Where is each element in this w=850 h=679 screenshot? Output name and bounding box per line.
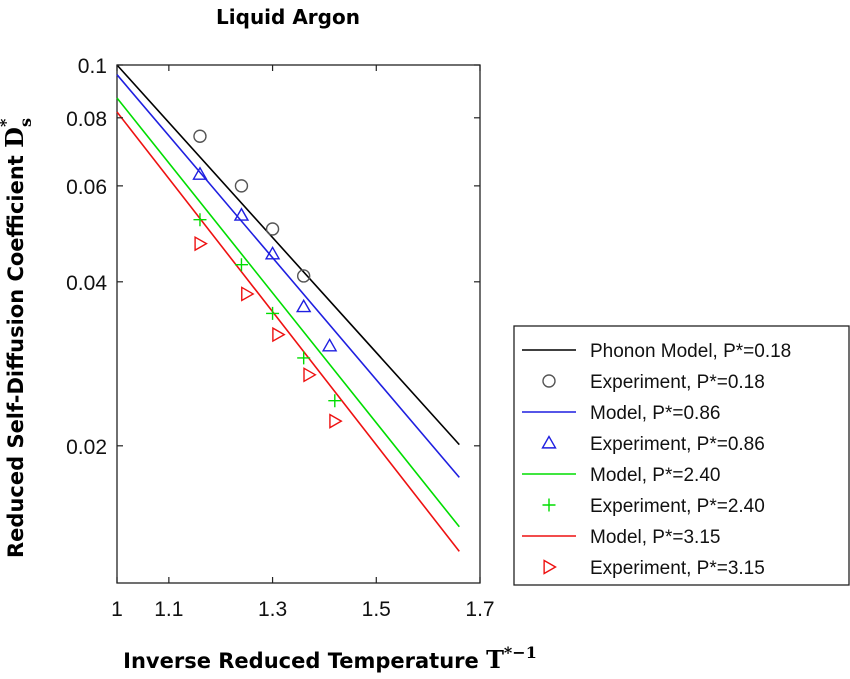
x-tick-label: 1.5 [362, 598, 391, 621]
x-tick-label: 1.3 [258, 598, 287, 621]
legend-entry-label: Phonon Model, P*=0.18 [590, 341, 791, 362]
data-point-1 [265, 222, 280, 236]
x-axis-label: Inverse Reduced Temperature T*−1 [123, 643, 537, 674]
data-point-5 [193, 213, 207, 227]
legend: Phonon Model, P*=0.18 Experiment, P*=0.18… [513, 325, 850, 586]
x-axis-symbol: T [486, 645, 504, 674]
data-point-5 [297, 351, 311, 365]
y-axis-label-text: Reduced Self-Diffusion Coefficient [4, 155, 28, 558]
series-line-2 [116, 74, 460, 478]
y-axis-subscript: s [16, 118, 35, 127]
legend-marker-swatch [542, 374, 556, 388]
data-point-5 [328, 394, 342, 408]
data-point-3 [264, 246, 281, 260]
y-tick-label: 0.1 [78, 55, 107, 78]
legend-marker-swatch [543, 559, 557, 575]
data-point-1 [193, 129, 207, 143]
data-point-5 [266, 306, 280, 320]
y-tick-label: 0.04 [66, 272, 107, 295]
series-lines [116, 64, 460, 552]
data-point-3 [192, 166, 208, 180]
plot-frame [116, 64, 481, 584]
x-tick-label: 1.1 [154, 598, 183, 621]
y-tick-label: 0.06 [66, 176, 107, 199]
legend-entry-label: Experiment, P*=3.15 [590, 558, 765, 579]
data-point-7 [194, 235, 208, 252]
y-axis-symbol: D [0, 127, 29, 148]
data-point-7 [329, 413, 343, 429]
data-point-7 [241, 286, 255, 302]
data-point-3 [295, 298, 312, 313]
x-tick-label: 1 [111, 598, 123, 621]
y-axis-superscript: * [0, 118, 15, 127]
series-line-6 [116, 111, 460, 552]
data-point-7 [303, 367, 317, 383]
legend-marker-swatch [541, 435, 557, 449]
y-tick-label: 0.02 [66, 436, 107, 459]
series-markers [192, 129, 343, 429]
x-axis-label-text: Inverse Reduced Temperature [123, 649, 479, 673]
legend-entry-label: Experiment, P*=2.40 [590, 496, 765, 517]
legend-entry-label: Model, P*=3.15 [590, 527, 720, 548]
legend-marker-swatch [542, 498, 556, 512]
legend-box [513, 325, 850, 586]
legend-entry-label: Experiment, P*=0.86 [590, 434, 765, 455]
x-axis-ticks: 1 1.1 1.3 1.5 1.7 [111, 65, 495, 621]
chart-title: Liquid Argon [216, 5, 360, 29]
x-axis-superscript: *−1 [504, 643, 537, 662]
data-point-7 [272, 326, 286, 343]
data-point-1 [296, 269, 311, 283]
y-axis-label: Reduced Self-Diffusion Coefficient Ds* [0, 118, 35, 558]
y-axis-ticks: 0.02 0.04 0.06 0.08 0.1 [66, 55, 480, 459]
data-point-1 [234, 179, 249, 193]
y-tick-label: 0.08 [66, 108, 107, 131]
data-point-3 [321, 338, 338, 352]
data-point-5 [234, 258, 248, 272]
series-line-4 [116, 97, 460, 528]
series-line-0 [116, 64, 460, 446]
plot-area [116, 64, 481, 584]
legend-entry-label: Experiment, P*=0.18 [590, 372, 765, 393]
x-tick-label: 1.7 [465, 598, 494, 621]
legend-entry-label: Model, P*=0.86 [590, 403, 720, 424]
legend-entry-label: Model, P*=2.40 [590, 465, 720, 486]
data-point-3 [233, 207, 250, 221]
